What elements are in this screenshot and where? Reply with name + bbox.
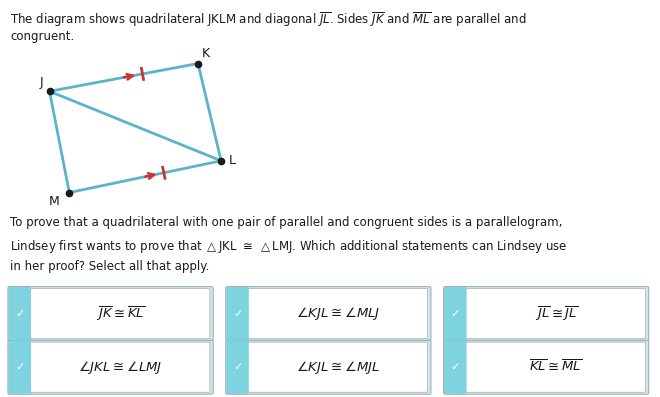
FancyBboxPatch shape bbox=[8, 287, 213, 341]
Text: Lindsey first wants to prove that $\triangle$JKL $\cong$ $\triangle$LMJ. Which a: Lindsey first wants to prove that $\tria… bbox=[10, 238, 567, 255]
FancyBboxPatch shape bbox=[9, 287, 31, 340]
Text: $\angle KJL \cong \angle MLJ$: $\angle KJL \cong \angle MLJ$ bbox=[296, 305, 380, 322]
Text: $\angle KJL \cong \angle MJL$: $\angle KJL \cong \angle MJL$ bbox=[296, 359, 380, 376]
FancyBboxPatch shape bbox=[444, 287, 467, 340]
Text: ✓: ✓ bbox=[451, 362, 460, 372]
FancyBboxPatch shape bbox=[28, 289, 210, 339]
Text: $\overline{KL} \cong \overline{ML}$: $\overline{KL} \cong \overline{ML}$ bbox=[529, 360, 583, 375]
FancyBboxPatch shape bbox=[226, 341, 249, 394]
Text: L: L bbox=[229, 154, 236, 167]
Text: ✓: ✓ bbox=[233, 362, 242, 372]
FancyBboxPatch shape bbox=[226, 340, 431, 394]
Text: The diagram shows quadrilateral JKLM and diagonal $\overline{JL}$. Sides $\overl: The diagram shows quadrilateral JKLM and… bbox=[10, 10, 526, 29]
Text: ✓: ✓ bbox=[233, 308, 242, 319]
FancyBboxPatch shape bbox=[28, 342, 210, 392]
FancyBboxPatch shape bbox=[464, 342, 645, 392]
Text: $\overline{JK} \cong \overline{KL}$: $\overline{JK} \cong \overline{KL}$ bbox=[96, 304, 145, 323]
FancyBboxPatch shape bbox=[464, 289, 645, 339]
Text: K: K bbox=[201, 47, 209, 60]
FancyBboxPatch shape bbox=[9, 341, 31, 394]
FancyBboxPatch shape bbox=[246, 289, 428, 339]
Text: ✓: ✓ bbox=[451, 308, 460, 319]
Text: $\angle JKL \cong \angle LMJ$: $\angle JKL \cong \angle LMJ$ bbox=[79, 359, 162, 376]
Text: M: M bbox=[49, 195, 59, 208]
FancyBboxPatch shape bbox=[226, 287, 249, 340]
FancyBboxPatch shape bbox=[226, 287, 431, 341]
FancyBboxPatch shape bbox=[444, 340, 649, 394]
Text: To prove that a quadrilateral with one pair of parallel and congruent sides is a: To prove that a quadrilateral with one p… bbox=[10, 216, 562, 229]
Text: ✓: ✓ bbox=[15, 308, 24, 319]
Text: congruent.: congruent. bbox=[10, 30, 74, 43]
Text: $\overline{JL} \cong \overline{JL}$: $\overline{JL} \cong \overline{JL}$ bbox=[535, 304, 578, 323]
FancyBboxPatch shape bbox=[8, 340, 213, 394]
Text: in her proof? Select all that apply.: in her proof? Select all that apply. bbox=[10, 260, 209, 273]
FancyBboxPatch shape bbox=[444, 341, 467, 394]
FancyBboxPatch shape bbox=[246, 342, 428, 392]
Text: J: J bbox=[40, 76, 43, 89]
Text: ✓: ✓ bbox=[15, 362, 24, 372]
FancyBboxPatch shape bbox=[444, 287, 649, 341]
